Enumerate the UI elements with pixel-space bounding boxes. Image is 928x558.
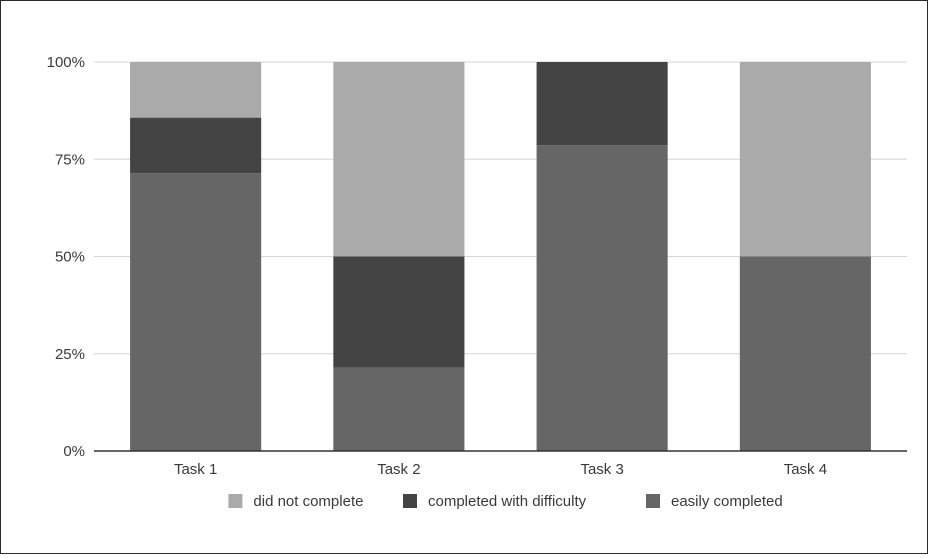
- x-tick-label: Task 1: [174, 461, 217, 478]
- legend: did not complete completed with difficult…: [228, 493, 782, 510]
- bar-completed-with-difficulty-task-1: [130, 118, 261, 174]
- bar-easily-completed-task-4: [740, 257, 871, 452]
- y-tick-label: 75%: [55, 151, 85, 168]
- y-tick-label: 100%: [47, 54, 85, 71]
- bar-completed-with-difficulty-task-3: [537, 62, 668, 145]
- y-tick-label: 0%: [63, 443, 85, 460]
- y-tick-label: 25%: [55, 346, 85, 363]
- bar-easily-completed-task-2: [333, 368, 464, 451]
- legend-label: completed with difficulty: [428, 493, 587, 510]
- x-tick-label: Task 4: [784, 461, 827, 478]
- legend-swatch-completed-with-difficulty: [403, 494, 417, 508]
- bar-did-not-complete-task-2: [333, 62, 464, 257]
- x-tick-label: Task 2: [377, 461, 420, 478]
- bar-easily-completed-task-1: [130, 173, 261, 451]
- legend-label: easily completed: [671, 493, 783, 510]
- bar-did-not-complete-task-4: [740, 62, 871, 257]
- legend-swatch-did-not-complete: [228, 494, 242, 508]
- legend-swatch-easily-completed: [646, 494, 660, 508]
- legend-label: did not complete: [253, 493, 363, 510]
- x-tick-label: Task 3: [580, 461, 623, 478]
- bar-easily-completed-task-3: [537, 145, 668, 451]
- bar-did-not-complete-task-1: [130, 62, 261, 118]
- bar-completed-with-difficulty-task-2: [333, 257, 464, 368]
- y-tick-label: 50%: [55, 249, 85, 266]
